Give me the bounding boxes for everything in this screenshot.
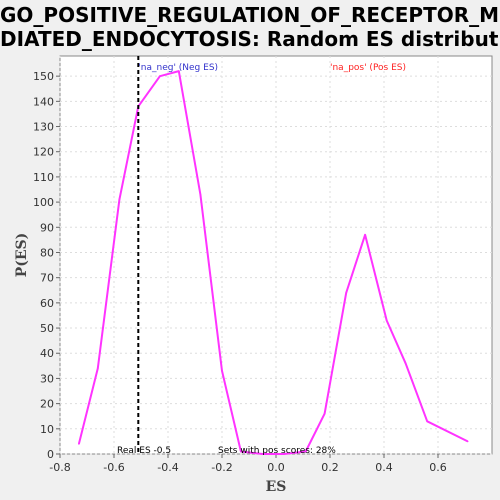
y-axis-title: P(ES) (14, 233, 30, 278)
data-point (240, 450, 242, 453)
data-point (345, 291, 348, 294)
y-tick-label: 50 (40, 322, 54, 335)
data-point (78, 443, 80, 445)
data-point (323, 412, 326, 415)
y-tick-label: 20 (40, 398, 54, 411)
y-tick-label: 110 (33, 171, 54, 184)
data-point (283, 453, 285, 455)
x-tick-label: -0.6 (103, 461, 124, 474)
data-point (199, 193, 202, 196)
x-tick-label: -0.2 (211, 461, 232, 474)
x-tick-label: -0.4 (157, 461, 178, 474)
neg-es-label: 'na_neg' (Neg ES) (138, 63, 218, 73)
pos-es-label: 'na_pos' (Pos ES) (330, 63, 406, 73)
data-point (385, 319, 388, 322)
data-point (261, 453, 264, 455)
axes: 0 10 20 30 40 50 60 70 80 90 100 110 120 130 140 150 -0.… (14, 70, 447, 495)
x-axis-title: ES (266, 479, 287, 495)
x-tick-label: -0.8 (49, 461, 70, 474)
data-point (404, 362, 407, 365)
chart-title-line-2: DIATED_ENDOCYTOSIS: Random ES distributi… (0, 27, 500, 51)
y-tick-label: 70 (40, 272, 54, 285)
annotations: 'na_neg' (Neg ES) 'na_pos' (Pos ES) Real E… (117, 56, 406, 456)
data-point (118, 198, 121, 201)
y-tick-label: 130 (33, 121, 54, 134)
x-tick-label: 0.6 (429, 461, 447, 474)
x-tick-label: 0.4 (375, 461, 393, 474)
y-tick-label: 80 (40, 246, 54, 259)
y-tick-label: 140 (33, 95, 54, 108)
data-point (159, 75, 161, 77)
y-tick-label: 10 (40, 423, 54, 436)
real-es-label: Real ES -0.5 (117, 446, 171, 456)
y-tick-label: 0 (47, 448, 54, 461)
y-tick-label: 120 (33, 146, 54, 159)
x-tick-label: 0.0 (267, 461, 285, 474)
pos-scores-label: Sets with pos scores: 28% (218, 446, 336, 456)
data-point (466, 440, 469, 443)
data-point (304, 450, 307, 453)
data-point (178, 70, 180, 72)
x-tick-label: 0.2 (321, 461, 339, 474)
y-tick-label: 100 (33, 196, 54, 209)
y-tick-label: 30 (40, 372, 54, 385)
data-point (97, 367, 99, 370)
data-point (426, 420, 429, 423)
y-tick-label: 150 (33, 70, 54, 83)
data-point (221, 370, 223, 372)
data-point (364, 234, 366, 236)
chart-title-line-1: GO_POSITIVE_REGULATION_OF_RECEPTOR_ME (0, 3, 500, 27)
y-tick-label: 60 (40, 297, 54, 310)
y-tick-label: 90 (40, 221, 54, 234)
y-tick-label: 40 (40, 347, 54, 360)
plot-area (59, 55, 493, 455)
grid-lines (59, 56, 492, 455)
